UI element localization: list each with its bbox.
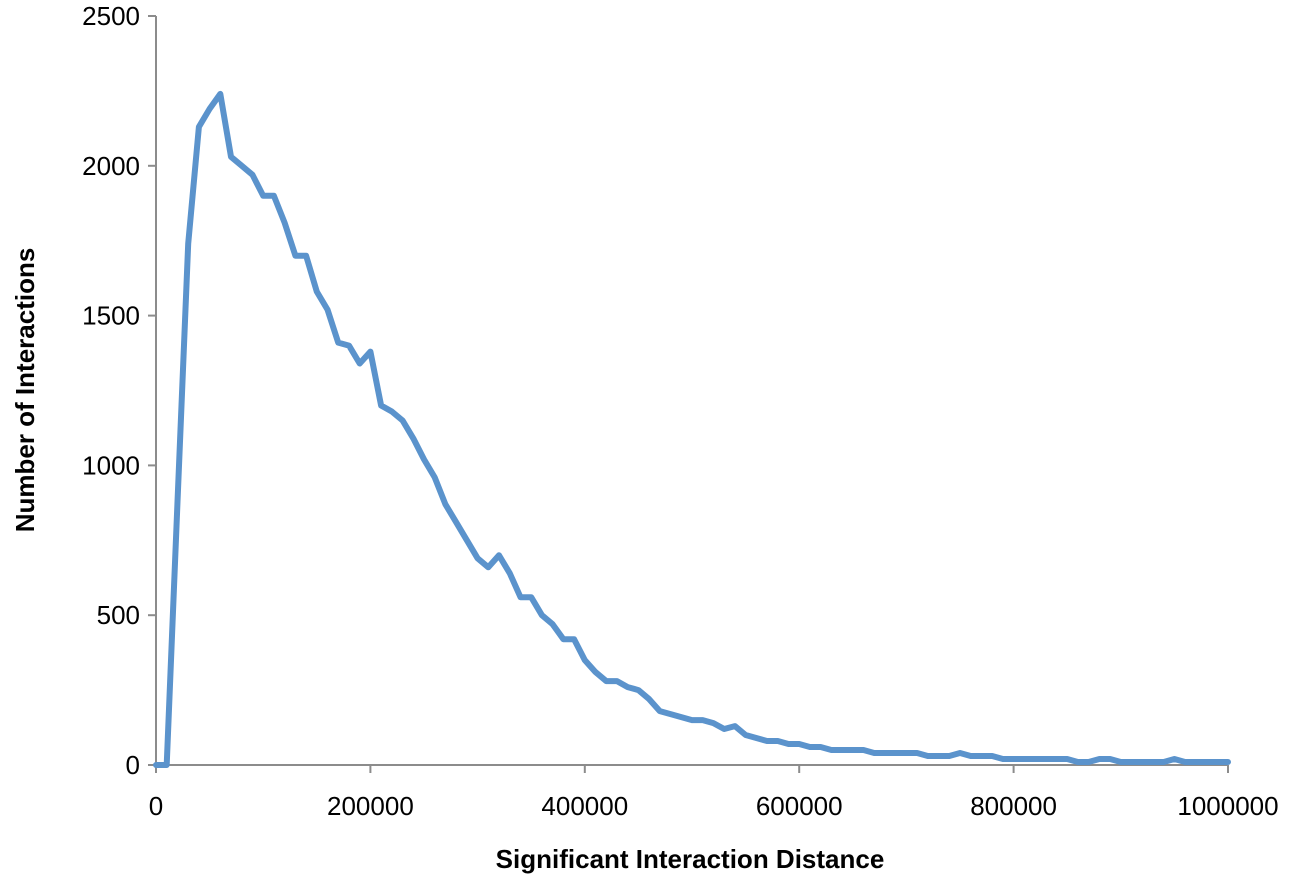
x-ticks-group: 0 200000 400000 600000 800000 1000000: [149, 765, 1279, 821]
x-tick-label: 400000: [541, 791, 628, 821]
y-axis-title: Number of Interactions: [10, 248, 40, 533]
x-axis-title: Significant Interaction Distance: [496, 844, 885, 874]
y-tick-label: 1500: [82, 301, 140, 331]
axes-group: [155, 16, 1228, 766]
series-layer: [153, 90, 1231, 768]
x-tick-label: 600000: [756, 791, 843, 821]
x-tick-label: 1000000: [1177, 791, 1278, 821]
y-tick-label: 0: [126, 750, 140, 780]
x-tick-label: 800000: [970, 791, 1057, 821]
y-ticks-group: 0 500 1000 1500 2000 2500: [82, 1, 156, 780]
x-tick-label: 0: [149, 791, 163, 821]
y-tick-label: 1000: [82, 450, 140, 480]
series-line-0: [153, 90, 1231, 768]
x-tick-label: 200000: [327, 791, 414, 821]
y-tick-label: 2500: [82, 1, 140, 31]
y-tick-label: 2000: [82, 151, 140, 181]
y-tick-label: 500: [97, 600, 140, 630]
